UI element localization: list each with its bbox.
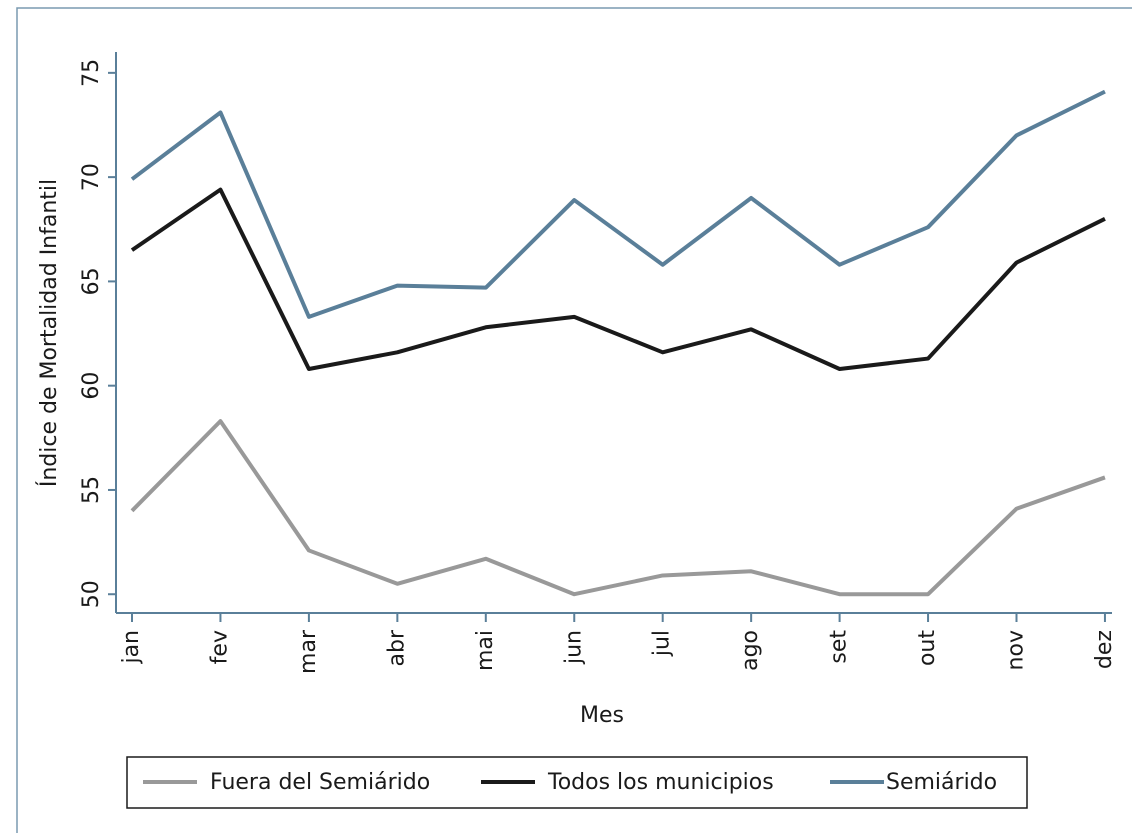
x-tick-label: mar xyxy=(296,629,321,674)
x-tick-label: fev xyxy=(207,630,232,664)
y-tick-label: 55 xyxy=(79,476,104,504)
x-tick-label: ago xyxy=(738,630,763,671)
y-tick-label: 70 xyxy=(79,163,104,191)
legend xyxy=(126,756,1028,809)
x-tick-label: jun xyxy=(561,630,586,665)
x-tick-label: set xyxy=(827,630,852,664)
y-tick-label: 75 xyxy=(79,59,104,87)
y-tick-label: 65 xyxy=(79,267,104,295)
x-tick-label: abr xyxy=(384,629,409,666)
legend-label: Todos los municipios xyxy=(547,770,774,795)
line-series xyxy=(130,419,1106,597)
frame xyxy=(16,7,1132,833)
x-tick-label: out xyxy=(915,630,940,666)
x-tick-label: dez xyxy=(1092,630,1117,669)
legend-label: Fuera del Semiárido xyxy=(210,770,430,795)
y-axis-label: Índice de Mortalidad Infantil xyxy=(36,179,62,487)
x-tick-label: jul xyxy=(650,630,675,657)
x-tick-label: mai xyxy=(473,630,498,671)
y-tick-label: 60 xyxy=(79,372,104,400)
line-series xyxy=(130,89,1106,319)
line-series xyxy=(130,187,1106,371)
legend-label: Semiárido xyxy=(886,770,997,795)
x-axis-label: Mes xyxy=(580,703,624,728)
x-tick-label: nov xyxy=(1004,630,1029,670)
y-tick-label: 50 xyxy=(79,580,104,608)
x-tick-label: jan xyxy=(119,630,144,665)
